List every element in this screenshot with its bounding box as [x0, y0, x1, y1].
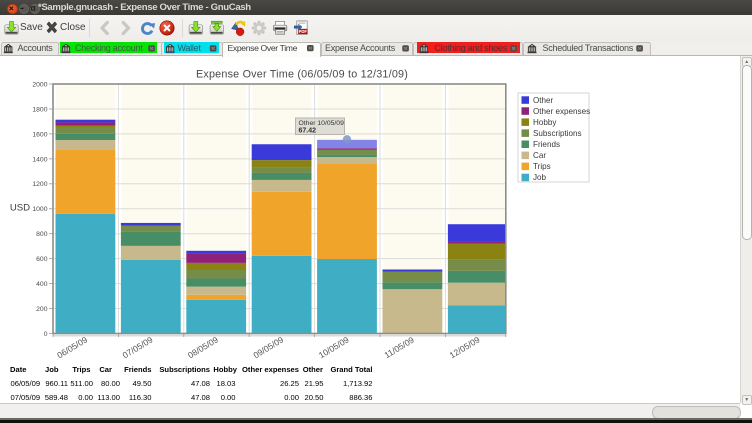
svg-text:Other expenses: Other expenses [533, 107, 590, 116]
svg-text:Subscriptions: Subscriptions [533, 129, 582, 138]
svg-text:07/05/09: 07/05/09 [121, 334, 155, 360]
svg-text:Hobby: Hobby [533, 118, 557, 127]
svg-text:USD: USD [10, 203, 30, 214]
svg-text:1600: 1600 [32, 131, 47, 138]
svg-text:1800: 1800 [32, 106, 47, 113]
svg-text:06/05/09: 06/05/09 [55, 334, 89, 360]
svg-text:Job: Job [533, 173, 547, 182]
svg-text:200: 200 [36, 306, 48, 313]
svg-text:1400: 1400 [32, 156, 47, 163]
svg-text:PDF: PDF [299, 29, 308, 34]
svg-text:11/05/09: 11/05/09 [383, 335, 416, 361]
svg-text:Other 10/05/09: Other 10/05/09 [299, 120, 345, 127]
svg-text:2000: 2000 [32, 81, 47, 88]
svg-text:10/05/09: 10/05/09 [317, 334, 351, 360]
svg-text:Trips: Trips [533, 162, 551, 171]
svg-text:1000: 1000 [32, 206, 47, 213]
svg-text:Friends: Friends [533, 140, 560, 149]
svg-text:09/05/09: 09/05/09 [251, 334, 285, 360]
svg-text:67.42: 67.42 [299, 128, 317, 135]
svg-text:08/05/09: 08/05/09 [186, 334, 220, 360]
svg-text:600: 600 [36, 256, 48, 263]
svg-text:12/05/09: 12/05/09 [448, 334, 482, 360]
svg-text:0: 0 [44, 331, 48, 338]
svg-text:800: 800 [36, 231, 48, 238]
svg-text:Expense Over Time (06/05/09 to: Expense Over Time (06/05/09 to 12/31/09) [196, 69, 408, 81]
svg-text:400: 400 [36, 281, 48, 288]
svg-text:Car: Car [533, 151, 546, 160]
svg-text:1200: 1200 [32, 181, 47, 188]
svg-text:Other: Other [533, 96, 554, 105]
